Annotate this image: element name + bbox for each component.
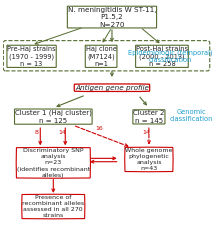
- Text: Post-Haj strains
(2000 - 2013)
n = 258: Post-Haj strains (2000 - 2013) n = 258: [136, 46, 188, 67]
- Text: Antigen gene profile: Antigen gene profile: [75, 85, 149, 91]
- Text: Discriminatory SNP
analysis
n=23
(identifies recombinant
alleles): Discriminatory SNP analysis n=23 (identi…: [17, 148, 90, 178]
- Text: 16: 16: [95, 126, 103, 131]
- Text: Genomic
classification: Genomic classification: [170, 109, 213, 122]
- Text: 14: 14: [58, 130, 66, 135]
- Text: Pre-Haj strains
(1970 - 1999)
n = 13: Pre-Haj strains (1970 - 1999) n = 13: [7, 46, 56, 67]
- Text: Cluster 2
n = 145: Cluster 2 n = 145: [133, 110, 165, 124]
- Text: N. meningitidis W ST-11,
P1.5,2
N=270: N. meningitidis W ST-11, P1.5,2 N=270: [68, 7, 156, 28]
- Text: Cluster 1 (Haj cluster)
n = 125: Cluster 1 (Haj cluster) n = 125: [15, 110, 92, 124]
- Text: Presence of
recombinant alleles
assessed in all 270
strains: Presence of recombinant alleles assessed…: [22, 195, 84, 218]
- Text: Whole genome
phylogenetic
analysis
n=43: Whole genome phylogenetic analysis n=43: [125, 148, 172, 171]
- Text: Epidemiologic (temporal)
classification: Epidemiologic (temporal) classification: [128, 49, 213, 63]
- Text: 8: 8: [35, 130, 39, 135]
- Text: Haj clone
(M7124)
n=1: Haj clone (M7124) n=1: [86, 46, 117, 67]
- Text: 14: 14: [143, 130, 151, 135]
